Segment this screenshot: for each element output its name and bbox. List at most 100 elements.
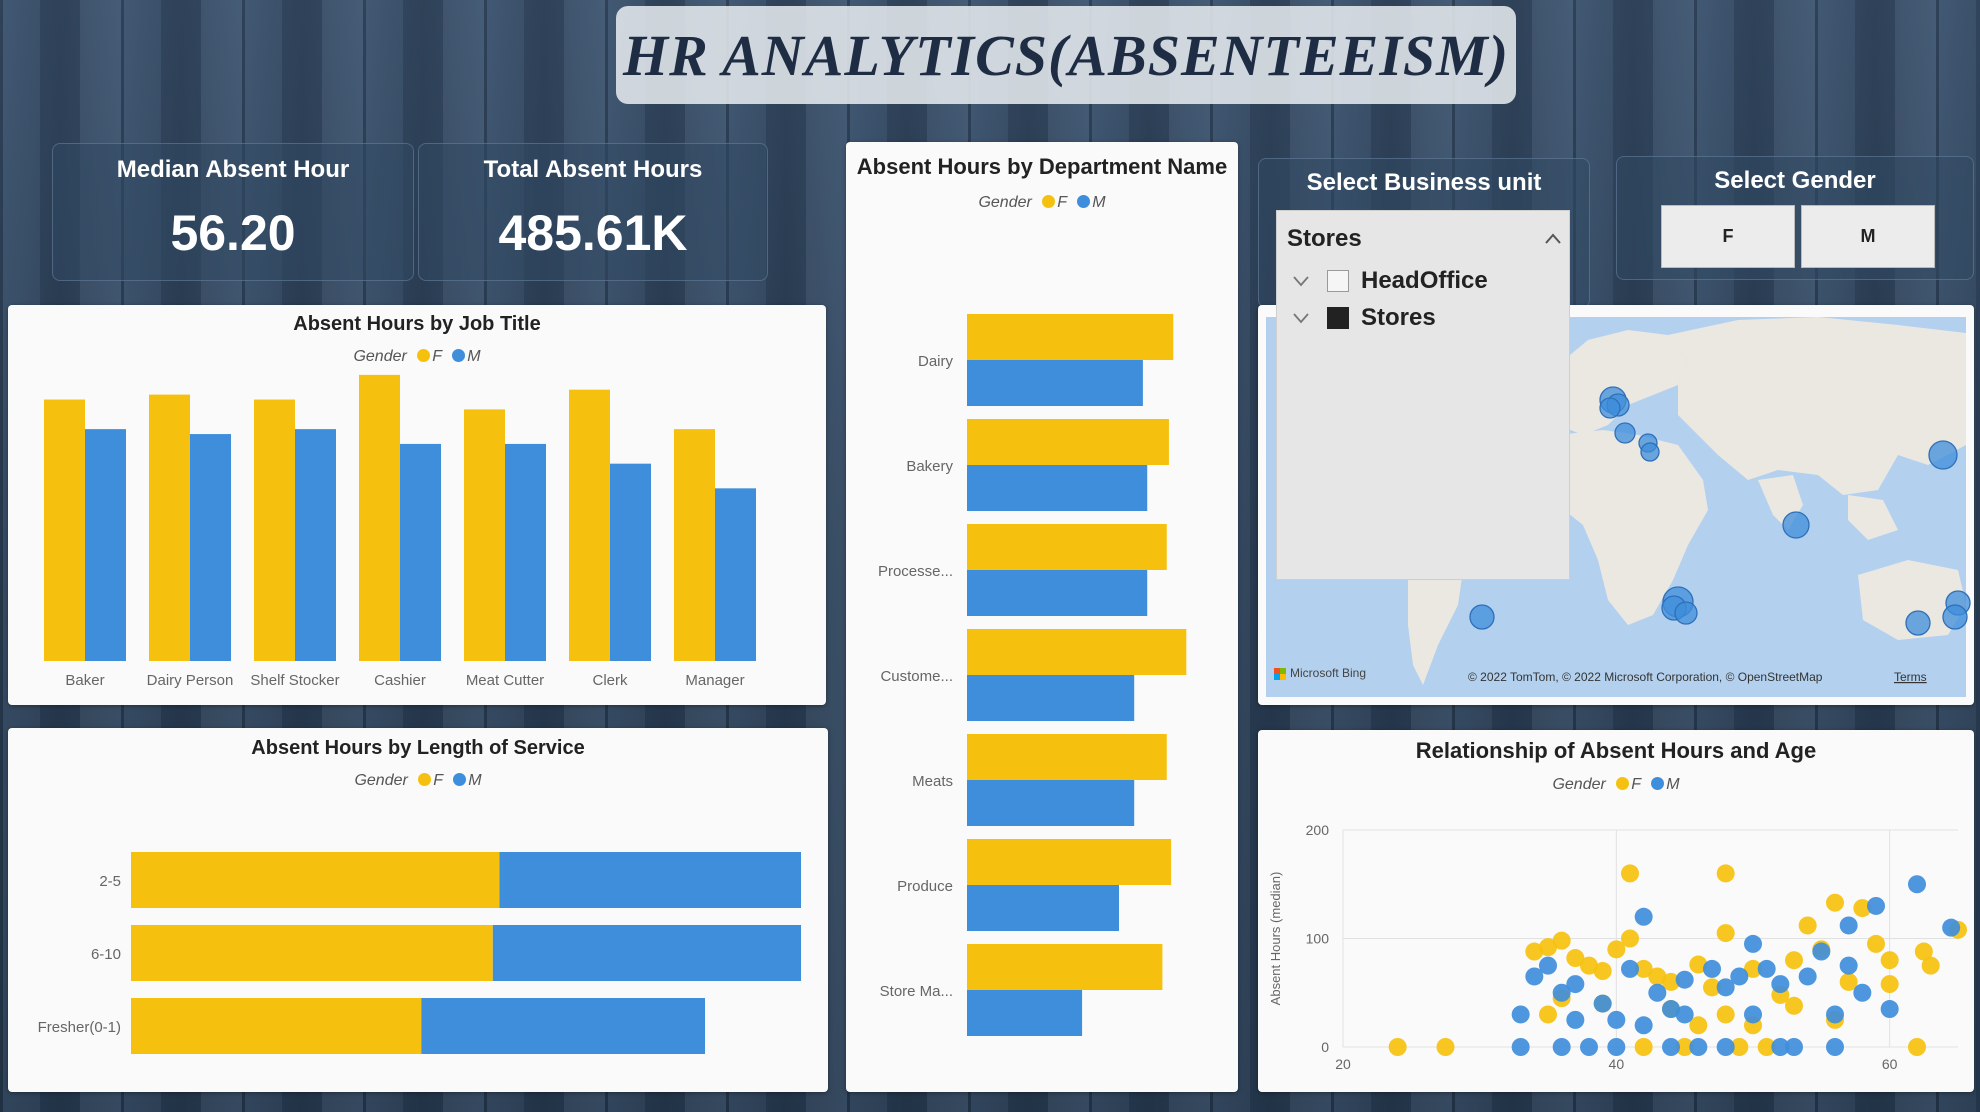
headoffice-checkbox[interactable] bbox=[1327, 270, 1349, 292]
y-tick-label: 2-5 bbox=[99, 873, 121, 890]
legend-m-dot bbox=[1651, 777, 1665, 790]
scatter-point-m bbox=[1566, 975, 1585, 994]
chevron-up-icon[interactable] bbox=[1543, 229, 1563, 249]
x-tick-label: Clerk bbox=[592, 672, 628, 689]
service-chart-title: Absent Hours by Length of Service bbox=[251, 737, 585, 759]
dropdown-option-headoffice[interactable]: HeadOffice bbox=[1291, 267, 1488, 295]
legend-m-dot bbox=[452, 349, 466, 362]
scatter-point-m bbox=[1757, 959, 1776, 978]
scatter-point-f bbox=[1539, 938, 1557, 957]
legend-m-label: M bbox=[468, 772, 482, 789]
age-scatter-title: Relationship of Absent Hours and Age bbox=[1415, 738, 1817, 763]
chevron-down-icon[interactable] bbox=[1291, 308, 1311, 328]
scatter-point-f bbox=[1826, 893, 1844, 912]
scatter-point-m bbox=[1689, 1038, 1708, 1056]
kpi-median-card: Median Absent Hour 56.20 bbox=[52, 143, 414, 281]
map-store-points[interactable] bbox=[1469, 386, 1971, 636]
legend-f-label: F bbox=[433, 772, 443, 789]
bing-logo-icon bbox=[1280, 668, 1286, 674]
service-legend: Gender F M bbox=[8, 772, 828, 790]
legend-title: Gender bbox=[353, 348, 407, 365]
bar-f-service-0 bbox=[131, 852, 500, 908]
scatter-point-f bbox=[1607, 940, 1626, 959]
scatter-point-f bbox=[1648, 967, 1667, 986]
scatter-point-m bbox=[1703, 959, 1721, 978]
y-tick-label: Store Ma... bbox=[880, 983, 953, 1000]
scatter-point-m bbox=[1908, 875, 1926, 894]
age-scatter-panel[interactable]: Relationship of Absent Hours and Age Gen… bbox=[1258, 730, 1974, 1092]
legend-f-label: F bbox=[1057, 194, 1067, 211]
job-title-chart[interactable]: Baker Dairy Person Shelf Stocker Cashier Mea… bbox=[8, 305, 826, 705]
scatter-point-m bbox=[1730, 967, 1749, 986]
department-chart[interactable]: Dairy Bakery Processe... Custome... Meats Pro… bbox=[846, 142, 1238, 1092]
dropdown-option-stores[interactable]: Stores bbox=[1291, 304, 1436, 332]
scatter-point-m bbox=[1867, 896, 1885, 915]
y-tick-label: 6-10 bbox=[91, 946, 121, 963]
business-unit-label: Select Business unit bbox=[1306, 169, 1542, 196]
y-tick-label: Fresher(0-1) bbox=[38, 1019, 121, 1036]
map-store-point bbox=[1674, 601, 1698, 625]
legend-f-label: F bbox=[1631, 776, 1641, 793]
scatter-point-m bbox=[1771, 1038, 1790, 1056]
department-chart-title: Absent Hours by Department Name bbox=[856, 154, 1228, 179]
department-chart-panel[interactable]: Absent Hours by Department Name Gender F… bbox=[846, 142, 1238, 1092]
age-scatter-legend: Gender F M bbox=[1258, 776, 1974, 794]
scatter-point-f bbox=[1552, 931, 1571, 950]
bar-m-service-0 bbox=[499, 852, 801, 908]
bar-f-dept-1 bbox=[967, 419, 1169, 465]
bar-m-meat-cutter bbox=[505, 443, 546, 661]
dropdown-selected-value: Stores bbox=[1287, 225, 1362, 252]
x-tick-label: Meat Cutter bbox=[466, 672, 544, 689]
kpi-total-label: Total Absent Hours bbox=[483, 156, 703, 183]
business-unit-dropdown[interactable]: Stores HeadOffice Stores bbox=[1276, 210, 1570, 580]
scatter-point-m bbox=[1662, 1000, 1680, 1019]
legend-f-dot bbox=[1616, 777, 1630, 790]
scatter-point-m bbox=[1839, 916, 1858, 935]
dropdown-header[interactable]: Stores bbox=[1287, 225, 1563, 253]
legend-f-label: F bbox=[432, 348, 442, 365]
scatter-point-m bbox=[1607, 1038, 1626, 1056]
bing-logo-icon bbox=[1280, 674, 1286, 680]
legend-m-dot bbox=[453, 773, 467, 786]
kpi-total-value: 485.61K bbox=[498, 205, 688, 261]
kpi-median-label: Median Absent Hour bbox=[116, 156, 350, 183]
bar-m-dept-1 bbox=[967, 465, 1148, 511]
map-store-point bbox=[1905, 610, 1931, 636]
bar-f-dairy-person bbox=[149, 394, 190, 661]
scatter-point-m bbox=[1566, 1010, 1585, 1029]
scatter-point-f bbox=[1853, 899, 1872, 918]
scatter-point-f bbox=[1634, 1038, 1653, 1056]
scatter-point-f bbox=[1880, 975, 1899, 994]
y-tick-label: Dairy bbox=[918, 353, 954, 370]
bar-f-service-2 bbox=[131, 998, 422, 1054]
job-title-chart-panel[interactable]: Absent Hours by Job Title Gender F M Bak… bbox=[8, 305, 826, 705]
map-terms-link[interactable]: Terms bbox=[1894, 670, 1927, 684]
gender-f-button[interactable]: F bbox=[1661, 205, 1795, 268]
scatter-point-f bbox=[1716, 1005, 1735, 1024]
kpi-total-card: Total Absent Hours 485.61K bbox=[418, 143, 768, 281]
legend-f-dot bbox=[1042, 195, 1056, 208]
scatter-point-m bbox=[1785, 1038, 1803, 1056]
service-chart-panel[interactable]: Absent Hours by Length of Service Gender… bbox=[8, 728, 828, 1092]
gender-m-button[interactable]: M bbox=[1801, 205, 1935, 268]
bar-m-service-1 bbox=[492, 925, 801, 981]
bar-f-clerk bbox=[569, 389, 610, 661]
stores-checkbox[interactable] bbox=[1327, 307, 1349, 329]
scatter-point-m bbox=[1634, 907, 1653, 926]
scatter-point-f bbox=[1867, 934, 1885, 953]
scatter-point-m bbox=[1634, 1016, 1653, 1035]
x-tick-label: 40 bbox=[1609, 1056, 1625, 1072]
map-store-point bbox=[1599, 397, 1621, 419]
bar-f-dept-2 bbox=[967, 524, 1167, 570]
bar-f-meat-cutter bbox=[464, 409, 505, 661]
legend-f-dot bbox=[418, 773, 432, 786]
scatter-point-m bbox=[1942, 918, 1961, 937]
scatter-point-m bbox=[1716, 978, 1735, 997]
scatter-point-f bbox=[1703, 978, 1721, 997]
service-chart[interactable]: 2-5 6-10 Fresher(0-1) bbox=[8, 728, 828, 1092]
bar-m-dairy-person bbox=[190, 434, 231, 661]
map-land-australia bbox=[1858, 560, 1966, 640]
age-scatter-chart[interactable]: 0 100 200 20 40 60 Absent Hours (median) bbox=[1258, 730, 1974, 1092]
chevron-down-icon[interactable] bbox=[1291, 271, 1311, 291]
scatter-point-m bbox=[1552, 1038, 1571, 1056]
